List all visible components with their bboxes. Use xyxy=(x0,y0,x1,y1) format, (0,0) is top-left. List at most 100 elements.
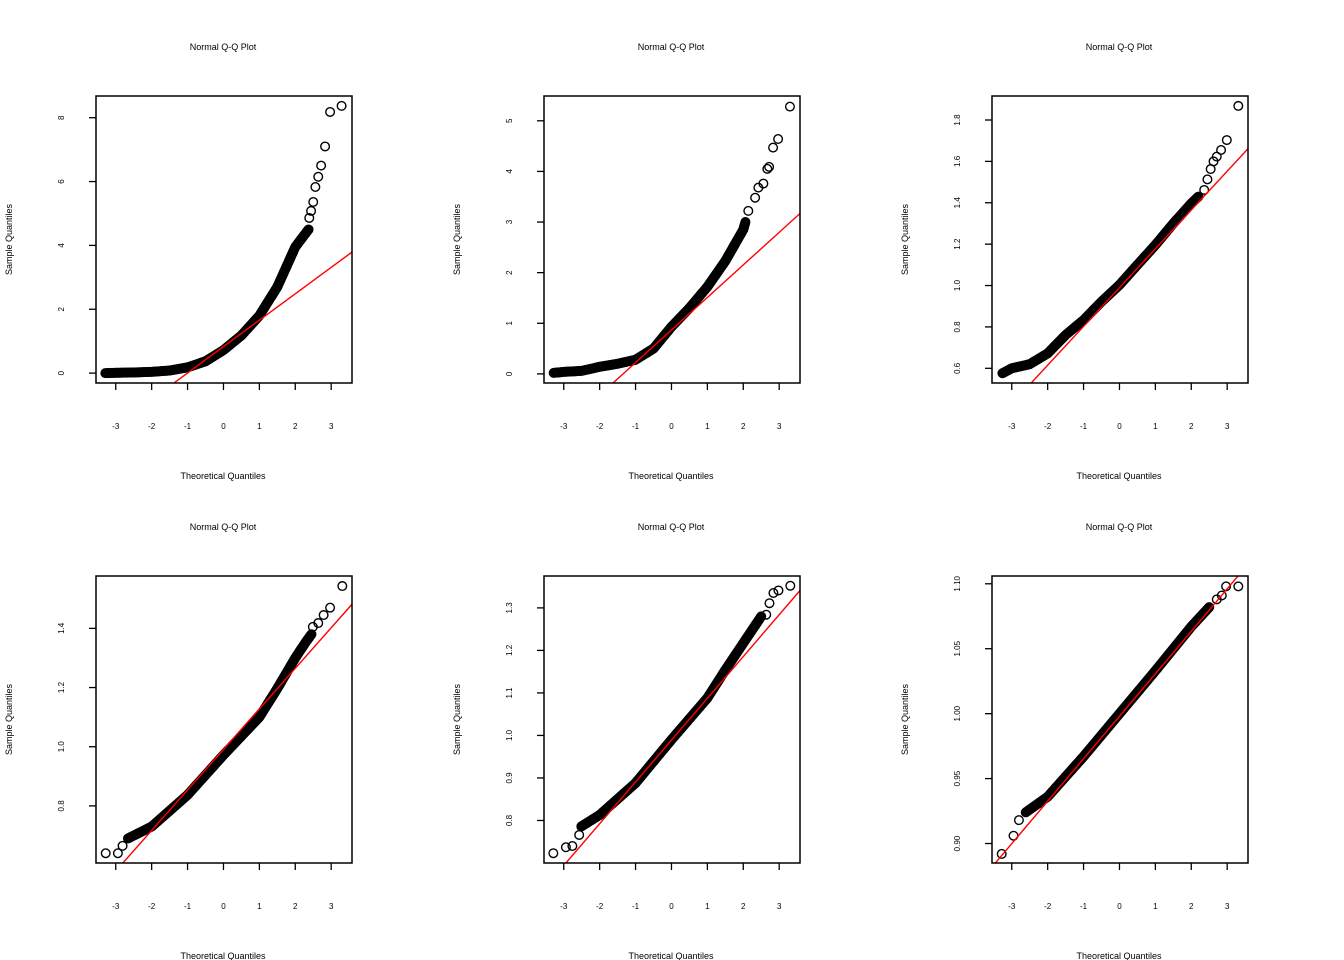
data-point-outlier xyxy=(750,192,761,203)
data-point-outlier xyxy=(764,598,775,609)
plot-title: Normal Q-Q Plot xyxy=(190,522,257,532)
data-point xyxy=(1193,191,1204,202)
y-tick-label: 0.6 xyxy=(953,362,962,374)
data-point-outlier xyxy=(768,588,779,599)
x-tick-label: -2 xyxy=(596,902,604,911)
qq-reference-line xyxy=(1030,148,1248,383)
data-point-outlier xyxy=(1233,100,1244,111)
y-tick-label: 0.90 xyxy=(953,835,962,851)
plot-area xyxy=(548,101,800,383)
data-point xyxy=(1202,603,1213,614)
x-axis-label: Theoretical Quantiles xyxy=(1076,951,1162,960)
x-tick-label: -3 xyxy=(112,902,120,911)
data-point-outlier xyxy=(117,840,128,851)
x-tick-label: -3 xyxy=(112,422,120,431)
data-point-outlier xyxy=(306,205,317,216)
data-point xyxy=(1204,602,1215,613)
y-tick-label: 1.05 xyxy=(953,640,962,656)
y-tick-label: 5 xyxy=(505,118,514,123)
y-tick-label: 1.4 xyxy=(57,622,66,634)
plot-frame xyxy=(991,95,1249,384)
x-tick-label: 1 xyxy=(257,422,262,431)
y-tick-label: 1.1 xyxy=(505,687,514,699)
plot-frame xyxy=(543,95,801,384)
data-point-outlier xyxy=(1233,581,1244,592)
x-tick-label: 3 xyxy=(777,902,782,911)
x-tick-label: 0 xyxy=(1117,902,1122,911)
data-point-outlier xyxy=(773,134,784,145)
x-tick-label: -2 xyxy=(596,422,604,431)
data-point xyxy=(306,629,317,640)
y-tick-label: 2 xyxy=(57,306,66,311)
x-tick-label: 3 xyxy=(329,422,334,431)
x-tick-label: -1 xyxy=(184,902,192,911)
data-point xyxy=(1203,603,1214,614)
x-tick-label: 2 xyxy=(293,902,298,911)
plot-area xyxy=(548,580,800,863)
x-tick-label: 1 xyxy=(1153,902,1158,911)
data-point-outlier xyxy=(304,212,315,223)
data-point-outlier xyxy=(336,100,347,111)
data-point-outlier xyxy=(1202,174,1213,185)
x-tick-label: 2 xyxy=(1189,422,1194,431)
qq-reference-line xyxy=(564,590,800,863)
x-tick-label: -3 xyxy=(560,422,568,431)
x-axis-label: Theoretical Quantiles xyxy=(1076,471,1162,481)
y-axis-label: Sample Quantiles xyxy=(900,683,910,755)
x-tick-label: 0 xyxy=(221,902,226,911)
y-tick-label: 8 xyxy=(57,115,66,120)
plot-area xyxy=(997,100,1248,383)
data-point-outlier xyxy=(758,178,769,189)
y-tick-label: 0 xyxy=(57,370,66,375)
x-axis-label: Theoretical Quantiles xyxy=(180,951,266,960)
x-axis-label: Theoretical Quantiles xyxy=(628,471,714,481)
y-tick-label: 0.95 xyxy=(953,770,962,786)
y-tick-label: 0.8 xyxy=(953,321,962,333)
y-tick-label: 0 xyxy=(505,371,514,376)
y-tick-label: 1.0 xyxy=(505,729,514,741)
x-axis-label: Theoretical Quantiles xyxy=(628,951,714,960)
y-axis-label: Sample Quantiles xyxy=(4,683,14,755)
data-point-outlier xyxy=(574,829,585,840)
y-tick-label: 1.3 xyxy=(505,602,514,614)
data-point-outlier xyxy=(996,848,1007,859)
data-point-outlier xyxy=(320,141,331,152)
qq-panel-6: Normal Q-Q Plot Theoretical Quantiles Samp… xyxy=(900,522,1249,960)
x-tick-label: -3 xyxy=(1008,902,1016,911)
data-point xyxy=(1192,192,1203,203)
data-point-outlier xyxy=(773,585,784,596)
x-tick-label: 0 xyxy=(1117,422,1122,431)
x-tick-label: 1 xyxy=(705,902,710,911)
data-point-outlier xyxy=(784,101,795,112)
x-tick-label: -2 xyxy=(148,902,156,911)
y-tick-label: 0.9 xyxy=(505,772,514,784)
data-point-outlier xyxy=(313,618,324,629)
qq-panel-4: Normal Q-Q Plot Theoretical Quantiles Samp… xyxy=(4,522,353,960)
data-point-outlier xyxy=(337,581,348,592)
y-tick-label: 1.00 xyxy=(953,705,962,721)
y-axis-label: Sample Quantiles xyxy=(900,203,910,275)
plot-title: Normal Q-Q Plot xyxy=(190,42,257,52)
y-tick-label: 1.0 xyxy=(953,279,962,291)
x-tick-label: 3 xyxy=(777,422,782,431)
x-tick-label: 1 xyxy=(1153,422,1158,431)
x-tick-label: -1 xyxy=(1080,902,1088,911)
y-axis-label: Sample Quantiles xyxy=(4,203,14,275)
data-point-outlier xyxy=(761,609,772,620)
y-tick-label: 1.2 xyxy=(505,644,514,656)
x-tick-label: -1 xyxy=(184,422,192,431)
data-point-outlier xyxy=(310,181,321,192)
data-point-outlier xyxy=(764,161,775,172)
y-tick-label: 1.8 xyxy=(953,114,962,126)
data-point-outlier xyxy=(785,580,796,591)
plot-title: Normal Q-Q Plot xyxy=(638,42,705,52)
x-tick-label: -3 xyxy=(1008,422,1016,431)
data-point-outlier xyxy=(1216,145,1227,156)
qq-panel-1: Normal Q-Q Plot Theoretical Quantiles Samp… xyxy=(4,42,353,481)
x-tick-label: 0 xyxy=(669,422,674,431)
qq-reference-line xyxy=(611,212,800,383)
x-tick-label: 1 xyxy=(705,422,710,431)
data-point-outlier xyxy=(1199,184,1210,195)
y-axis-label: Sample Quantiles xyxy=(452,203,462,275)
y-tick-label: 6 xyxy=(57,179,66,184)
